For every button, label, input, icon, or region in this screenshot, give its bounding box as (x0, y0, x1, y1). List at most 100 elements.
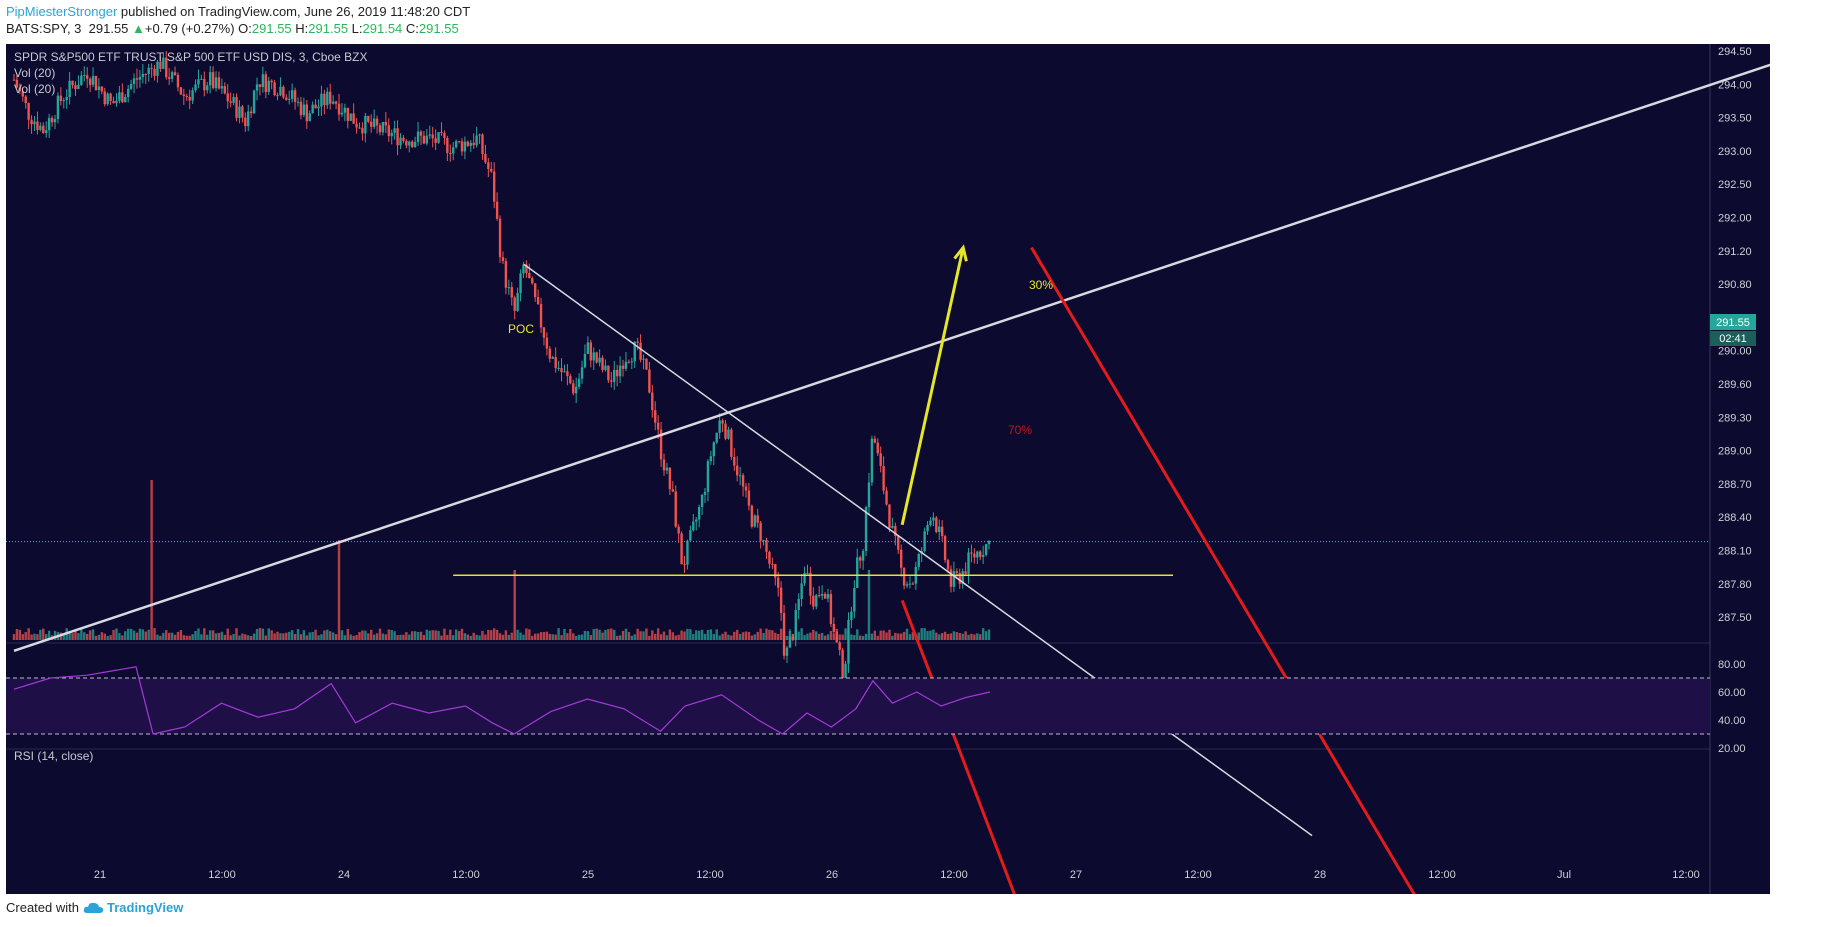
volume-bar (446, 634, 449, 640)
volume-bar (844, 628, 847, 640)
volume-bar (188, 635, 191, 640)
volume-bar (721, 633, 724, 640)
volume-bar (408, 634, 411, 640)
candle-body (317, 106, 320, 109)
candle-body (15, 79, 19, 88)
price-tick-label: 293.00 (1718, 146, 1752, 158)
candle-body (894, 525, 897, 537)
volume-bar (249, 635, 253, 640)
candle-body (77, 84, 80, 90)
candle-body (255, 84, 259, 91)
volume-bar (970, 633, 973, 640)
candle-body (408, 141, 411, 146)
candle-body (577, 378, 581, 387)
volume-bar (818, 633, 821, 640)
volume-bar (402, 634, 405, 640)
volume-bar (586, 631, 590, 640)
volume-bar (53, 630, 57, 640)
volume-bar (273, 633, 276, 640)
volume-bar (135, 632, 139, 640)
low-value: 291.54 (362, 21, 403, 36)
candle-body (129, 84, 133, 89)
volume-bar (299, 634, 303, 640)
candle-body (484, 154, 487, 163)
volume-bar (826, 634, 830, 640)
volume-bar (229, 635, 232, 640)
candle-body (697, 507, 701, 520)
chart-canvas[interactable]: 294.50 294.00 293.50 293.00 292.50 292.00 291.… (6, 44, 1770, 894)
volume-bar (525, 628, 528, 640)
candle-body (844, 663, 847, 681)
volume-bar (159, 635, 162, 640)
candle-body (665, 467, 669, 471)
candle-body (870, 438, 874, 483)
symbol-title: SPDR S&P500 ETF TRUST S&P 500 ETF USD DI… (14, 50, 367, 64)
volume-bar (528, 629, 531, 640)
volume-bar (700, 629, 704, 640)
volume-bar (771, 630, 774, 640)
volume-bar (156, 634, 159, 640)
volume-bar (917, 632, 920, 640)
volume-bar (908, 634, 912, 640)
candle-body (800, 583, 803, 599)
volume-bar (469, 635, 472, 640)
candle-body (724, 423, 727, 439)
candle-body (492, 171, 496, 202)
candle-body (185, 95, 188, 97)
candle-body (367, 115, 370, 122)
volume-bar (853, 635, 856, 640)
candle-body (252, 90, 256, 114)
candle-body (311, 104, 314, 114)
candle-body (238, 106, 241, 118)
volume-bar (595, 628, 598, 640)
volume-bar (902, 631, 906, 640)
volume-bar (536, 633, 540, 640)
volume-bar (715, 629, 718, 640)
candle-body (103, 91, 106, 105)
candle-body (30, 119, 33, 125)
scenario-down-pct: 70% (1008, 423, 1032, 437)
candle-body (290, 90, 294, 99)
volume-bar (645, 628, 648, 640)
volume-bar (399, 634, 402, 640)
volume-bar (208, 630, 212, 640)
volume-bar (129, 628, 133, 640)
volume-bar (929, 630, 932, 640)
candle-body (850, 611, 853, 620)
author-link[interactable]: PipMiesterStronger (6, 4, 118, 19)
created-with-label: Created with (6, 900, 79, 915)
volume-indicator-label-2: Vol (20) (14, 82, 55, 96)
price-tick-label: 289.00 (1718, 446, 1752, 458)
volume-bar (507, 634, 511, 640)
volume-bar (832, 633, 836, 640)
candle-body (361, 127, 364, 134)
volume-bar (77, 633, 80, 640)
volume-bar (481, 630, 484, 640)
volume-bar (311, 632, 314, 640)
chart-frame[interactable]: 294.50 294.00 293.50 293.00 292.50 292.00 291.… (6, 44, 1770, 894)
arrowhead-icon (953, 244, 968, 262)
candle-body (299, 101, 303, 116)
volume-bar (873, 630, 877, 640)
candle-body (206, 85, 209, 91)
time-tick-label: 12:00 (940, 869, 968, 881)
volume-bar (621, 630, 625, 640)
tradingview-logo[interactable]: TradingView (83, 900, 183, 915)
ohlc-bar: BATS:SPY, 3 291.55 ▲+0.79 (+0.27%) O:291… (6, 21, 459, 36)
volume-bar (554, 634, 557, 640)
countdown-badge (1710, 331, 1756, 346)
volume-bar (47, 630, 51, 640)
volume-bar (633, 634, 636, 640)
volume-bar (618, 635, 622, 640)
candle-body (812, 595, 815, 607)
candle-body (604, 365, 607, 371)
volume-bar (940, 633, 944, 640)
candle-body (235, 96, 238, 118)
high-label: H: (295, 21, 309, 36)
volume-bar (897, 633, 900, 640)
candle-body (390, 132, 393, 137)
time-tick-label: 12:00 (1184, 869, 1212, 881)
volume-bar (750, 635, 754, 640)
candle-body (36, 121, 39, 130)
volume-bar (247, 635, 250, 640)
